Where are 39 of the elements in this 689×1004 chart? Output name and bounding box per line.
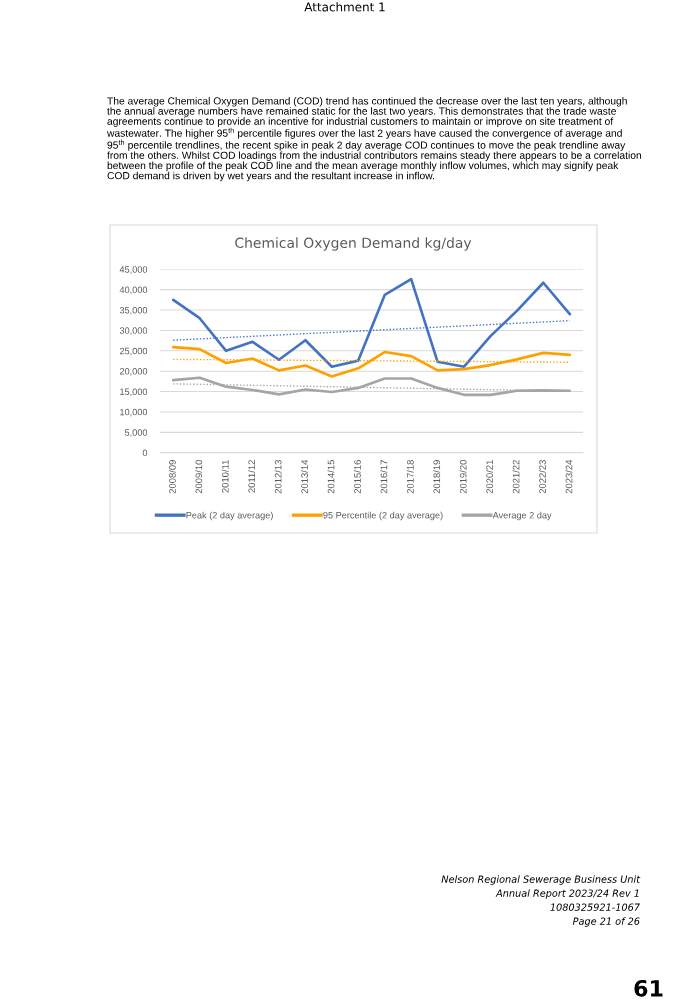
y-tick-label: 15,000: [120, 388, 148, 397]
text: 1080325921-1067: [550, 903, 640, 911]
y-tick-label: 45,000: [119, 266, 148, 274]
text: Nelson Regional Sewerage Business Unit: [441, 875, 641, 885]
x-tick-label: 2010/11: [221, 460, 229, 493]
x-tick-label: 2018/19: [433, 460, 441, 494]
y-tick-label: 35,000: [119, 306, 148, 315]
x-tick-label: 2017/18: [406, 460, 414, 494]
y-tick-label: 30,000: [119, 327, 148, 335]
text: Annual Report 2023/24 Rev 1: [495, 889, 639, 899]
legend-label: Average 2 day: [492, 511, 552, 521]
x-tick-label: 2009/10: [195, 460, 203, 494]
line-series: [171, 345, 572, 378]
chart-title: Chemical Oxygen Demand kg/day: [235, 237, 472, 251]
text: Attachment 1: [304, 2, 385, 12]
y-tick-label: 5,000: [124, 429, 148, 437]
y-tick-label: 0: [142, 449, 148, 457]
x-tick-label: 2015/16: [353, 460, 361, 494]
y-tick-label: 40,000: [119, 286, 148, 295]
legend-label: Peak (2 day average): [186, 511, 273, 521]
x-tick-label: 2013/14: [301, 459, 308, 494]
x-tick-label: 2020/21: [486, 460, 493, 494]
x-tick-label: 2021/22: [512, 460, 520, 494]
x-tick-label: 2011/12: [248, 460, 256, 493]
x-tick-label: 2019/20: [459, 460, 467, 494]
y-tick-label: 25,000: [119, 347, 148, 356]
x-tick-label: 2008/09: [168, 460, 176, 494]
text: The average Chemical Oxygen Demand (COD) trend has continued the decrease over the last ten years, although the annual average numbers have remained static for the last two years. This demonstrates that the trade waste agreements continue to provide an incentive for industrial customers to maintain or improve on site treatment of wastewater. The higher 95$^{th}$ percentile figures over the last 2 years have caused the convergence of average and 95$^{th}$ percentile trendlines, the recent spike in peak 2 day average COD continues to move the peak trendline away from the others. Whilst COD loadings from the industrial contributors remains steady there appears to be a correlation between the profile of the peak COD line and the mean average monthly inflow volumes, which may signify peak COD demand is driven by wet years and the resultant increase in inflow.: [106, 97, 642, 182]
text: Page 21 of 26: [572, 917, 640, 927]
line-series: [171, 277, 572, 369]
x-tick-label: 2022/23: [538, 460, 546, 494]
y-tick-label: 10,000: [120, 408, 148, 417]
x-tick-label: 2023/24: [565, 459, 573, 494]
x-tick-label: 2012/13: [274, 460, 282, 494]
y-tick-label: 20,000: [119, 368, 148, 376]
x-tick-label: 2014/15: [327, 460, 335, 494]
legend-label: 95 Percentile (2 day average): [323, 511, 443, 521]
x-tick-label: 2016/17: [380, 460, 388, 494]
text: 61: [634, 979, 663, 997]
